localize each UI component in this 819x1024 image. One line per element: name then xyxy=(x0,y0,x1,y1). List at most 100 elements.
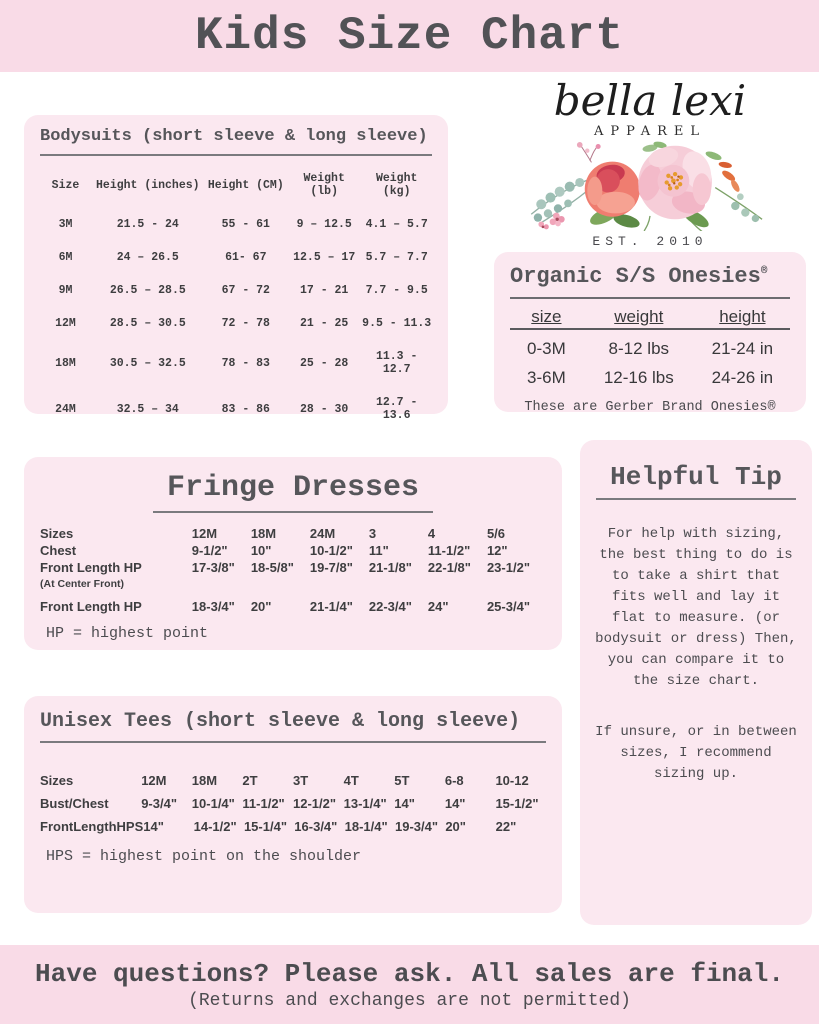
table-cell: 3T xyxy=(293,773,309,788)
table-cell: 9-3/4" xyxy=(141,796,177,811)
table-cell: 10-1/2" xyxy=(309,543,353,558)
table-cell: 24-26 in xyxy=(711,368,774,387)
table-cell: 12.7 - 13.6 xyxy=(375,396,418,422)
table-cell: 16-3/4" xyxy=(294,819,338,834)
table-cell: 25 - 28 xyxy=(300,356,349,370)
established-date: EST. 2010 xyxy=(592,234,708,249)
table-cell: 3M xyxy=(58,218,73,231)
table-cell: 21-1/4" xyxy=(309,599,353,614)
table-cell: 4T xyxy=(343,773,359,788)
table-cell: 21 - 25 xyxy=(300,317,349,330)
fringe-table: Sizes 12M 18M 24M 3 4 5/6 Chest 9-1/2" 1… xyxy=(40,525,546,615)
column-header: weight xyxy=(614,307,664,326)
table-row: 18M 30.5 – 32.5 78 - 83 25 - 28 11.3 - 1… xyxy=(40,350,432,376)
table-cell: 11-1/2" xyxy=(242,796,285,811)
table-cell: 11" xyxy=(368,543,389,558)
column-header: Size xyxy=(51,178,80,192)
table-cell: 11.3 - 12.7 xyxy=(375,350,418,376)
tip-title-wrap: Helpful Tip xyxy=(594,462,798,500)
table-cell: 12" xyxy=(486,543,508,558)
table-cell: 24" xyxy=(427,599,449,614)
table-cell: 83 - 86 xyxy=(221,402,270,416)
onesies-footnote: These are Gerber Brand Onesies® xyxy=(524,400,776,415)
helpful-tip-section: Helpful Tip For help with sizing, the be… xyxy=(580,440,812,925)
table-cell: 9 – 12.5 xyxy=(296,218,352,231)
brand-subtitle: APPAREL xyxy=(594,124,706,139)
fringe-footnote: HP = highest point xyxy=(46,625,209,642)
page-title: Kids Size Chart xyxy=(194,10,625,62)
table-cell: 21.5 - 24 xyxy=(116,218,179,231)
table-cell: 15-1/4" xyxy=(243,819,287,834)
table-cell: 8-12 lbs xyxy=(608,339,670,358)
row-label: Front Length HP xyxy=(40,560,142,575)
table-cell: 12-16 lbs xyxy=(603,368,674,387)
onesies-title: Organic S/S Onesies® xyxy=(510,264,790,299)
table-cell: 5.7 – 7.7 xyxy=(365,251,428,264)
table-cell: 61- 67 xyxy=(225,251,267,264)
onesies-title-text: Organic S/S Onesies xyxy=(510,264,761,289)
table-cell: 15-1/2" xyxy=(495,796,539,811)
table-cell: 4.1 – 5.7 xyxy=(365,218,428,231)
brand-logo: bella lexi APPAREL xyxy=(495,80,805,252)
table-cell: 12M xyxy=(191,526,218,541)
table-cell: 22-1/8" xyxy=(427,560,471,575)
column-header: Weight (kg) xyxy=(375,172,418,198)
table-cell: 14" xyxy=(444,796,466,811)
logo-flowers-illustration xyxy=(502,139,798,236)
table-cell: 24 – 26.5 xyxy=(116,251,179,264)
table-row: Front Length HP 17-3/8" 18-5/8" 19-7/8" … xyxy=(40,559,546,576)
onesies-section: Organic S/S Onesies® size weight height … xyxy=(494,252,806,415)
table-row: 12M 28.5 – 30.5 72 - 78 21 - 25 9.5 - 11… xyxy=(40,317,432,330)
table-cell: 55 - 61 xyxy=(221,218,270,231)
unisex-tees-section: Unisex Tees (short sleeve & long sleeve)… xyxy=(24,696,562,913)
bodysuits-header-row: Size Height (inches) Height (CM) Weight … xyxy=(40,172,432,198)
table-cell: 21-1/8" xyxy=(368,560,412,575)
table-row: FrontLengthHPS 14" 14-1/2" 15-1/4" 16-3/… xyxy=(40,815,546,838)
column-header: Weight (lb) xyxy=(303,172,345,198)
watercolor-flowers-icon xyxy=(530,141,763,234)
table-cell: 22-3/4" xyxy=(368,599,412,614)
table-cell: 78 - 83 xyxy=(221,356,270,370)
unisex-table: Sizes 12M 18M 2T 3T 4T 5T 6-8 10-12 Bust… xyxy=(40,769,546,838)
table-cell: 19-7/8" xyxy=(309,560,353,575)
table-cell: 24M xyxy=(309,526,336,541)
table-row: 24M 32.5 – 34 83 - 86 28 - 30 12.7 - 13.… xyxy=(40,396,432,422)
table-cell: 32.5 – 34 xyxy=(116,402,179,416)
column-header: Height (inches) xyxy=(96,178,200,192)
table-cell: 21-24 in xyxy=(711,339,774,358)
registered-mark: ® xyxy=(760,265,768,278)
table-cell: 17-3/8" xyxy=(191,560,235,575)
table-cell: 5T xyxy=(394,773,410,788)
table-cell: 12-1/2" xyxy=(293,796,337,811)
table-cell: 6-8 xyxy=(444,773,464,788)
row-label: (At Center Front) xyxy=(40,578,124,590)
table-cell: 13-1/4" xyxy=(343,796,387,811)
table-cell: 22" xyxy=(495,819,517,834)
column-header: Height (CM) xyxy=(207,178,284,192)
table-cell: 10-12 xyxy=(495,773,529,788)
table-cell: 9M xyxy=(58,284,73,297)
table-row: 3M 21.5 - 24 55 - 61 9 – 12.5 4.1 – 5.7 xyxy=(40,218,432,231)
table-cell: 28.5 – 30.5 xyxy=(109,317,186,330)
top-banner: Kids Size Chart xyxy=(0,0,819,72)
unisex-footnote: HPS = highest point on the shoulder xyxy=(46,848,362,865)
table-cell: 12M xyxy=(55,317,76,330)
table-cell: 20" xyxy=(250,599,272,614)
table-cell: 23-1/2" xyxy=(486,560,530,575)
table-cell: 0-3M xyxy=(527,339,566,358)
table-cell: 14-1/2" xyxy=(193,819,237,834)
table-cell: 28 - 30 xyxy=(300,402,349,416)
bodysuits-title: Bodysuits (short sleeve & long sleeve) xyxy=(40,127,432,156)
table-row: Sizes 12M 18M 24M 3 4 5/6 xyxy=(40,525,546,542)
table-cell: 3 xyxy=(368,526,377,541)
table-cell: 7.7 - 9.5 xyxy=(365,284,428,297)
table-cell: 24M xyxy=(55,402,76,416)
table-row: 3-6M 12-16 lbs 24-26 in xyxy=(510,368,790,388)
table-cell: 18M xyxy=(250,526,277,541)
tip-paragraph: If unsure, or in between sizes, I recomm… xyxy=(595,724,797,782)
unisex-title: Unisex Tees (short sleeve & long sleeve) xyxy=(40,710,546,743)
table-cell: 10-1/4" xyxy=(191,796,235,811)
table-row: (At Center Front) xyxy=(40,576,546,593)
table-cell: 12.5 – 17 xyxy=(293,251,356,264)
